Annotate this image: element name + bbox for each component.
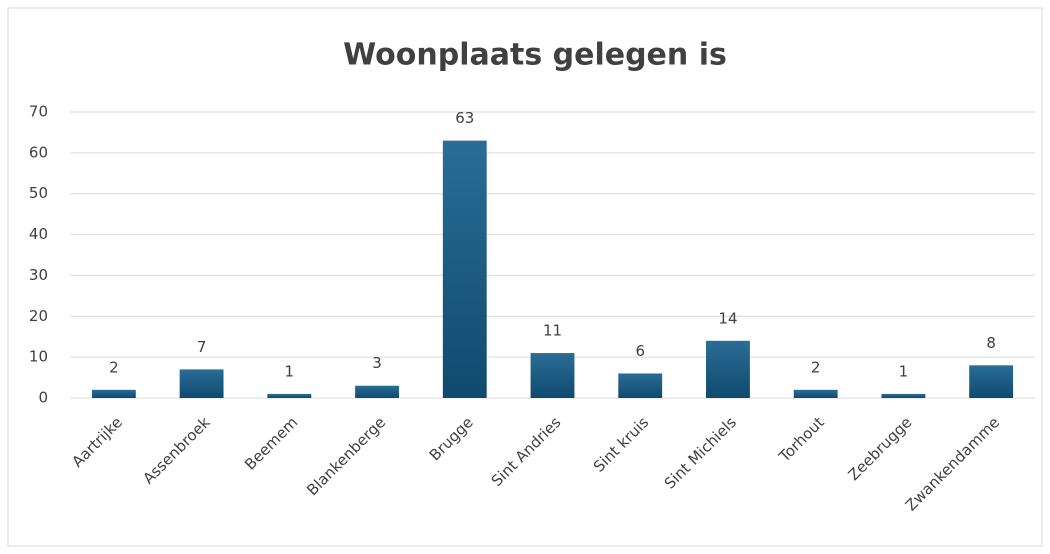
y-tick-label: 60 — [29, 143, 48, 161]
data-label: 6 — [635, 342, 645, 360]
bar — [91, 389, 136, 398]
bar — [793, 389, 838, 398]
bar — [267, 393, 312, 398]
data-label: 8 — [986, 334, 996, 352]
y-tick-label: 0 — [38, 389, 48, 407]
y-tick-label: 20 — [29, 307, 48, 325]
data-label: 3 — [372, 354, 382, 372]
y-tick-label: 70 — [29, 103, 48, 121]
bar — [442, 140, 487, 398]
y-tick-label: 30 — [29, 266, 48, 284]
data-label: 11 — [543, 322, 562, 340]
data-label: 63 — [455, 109, 474, 127]
data-label: 1 — [899, 362, 909, 380]
data-label: 14 — [718, 309, 737, 327]
y-tick-label: 10 — [29, 348, 48, 366]
bar — [618, 373, 663, 398]
bar — [706, 340, 750, 398]
bar — [969, 365, 1014, 398]
data-label: 2 — [109, 358, 119, 376]
y-tick-label: 40 — [29, 225, 48, 243]
bar — [179, 369, 224, 398]
data-label: 7 — [197, 338, 207, 356]
chart-frame — [7, 7, 1043, 547]
data-label: 1 — [285, 362, 295, 380]
bar — [530, 353, 575, 398]
y-tick-label: 50 — [29, 184, 48, 202]
chart-title: Woonplaats gelegen is — [343, 38, 727, 73]
bar — [881, 393, 926, 398]
data-label: 2 — [811, 358, 821, 376]
bar — [355, 385, 399, 398]
